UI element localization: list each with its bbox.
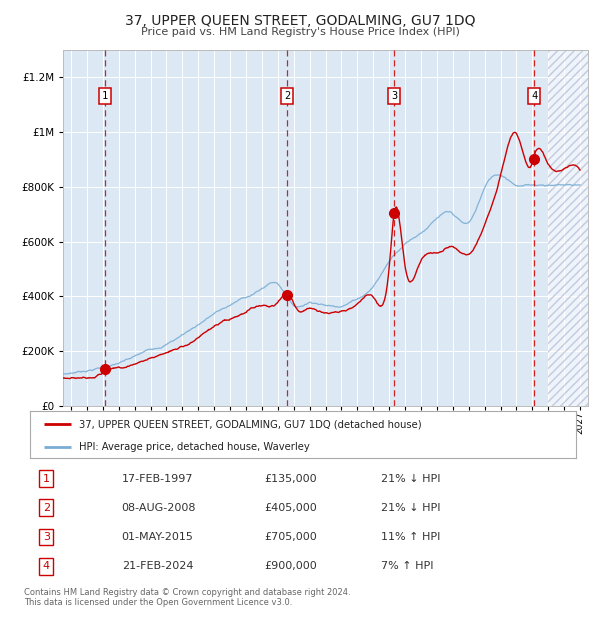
Text: 1: 1 [43,474,50,484]
Bar [548,50,588,406]
Text: £135,000: £135,000 [264,474,317,484]
Text: 7% ↑ HPI: 7% ↑ HPI [381,561,434,571]
Text: 08-AUG-2008: 08-AUG-2008 [122,503,196,513]
Text: 2: 2 [43,503,50,513]
Text: £705,000: £705,000 [264,532,317,542]
Text: 4: 4 [43,561,50,571]
Text: 17-FEB-1997: 17-FEB-1997 [122,474,193,484]
Text: 21-FEB-2024: 21-FEB-2024 [122,561,193,571]
Text: 01-MAY-2015: 01-MAY-2015 [122,532,194,542]
Text: 21% ↓ HPI: 21% ↓ HPI [381,474,440,484]
Text: 37, UPPER QUEEN STREET, GODALMING, GU7 1DQ (detached house): 37, UPPER QUEEN STREET, GODALMING, GU7 1… [79,419,422,429]
Text: Contains HM Land Registry data © Crown copyright and database right 2024.
This d: Contains HM Land Registry data © Crown c… [24,588,350,607]
Text: 11% ↑ HPI: 11% ↑ HPI [381,532,440,542]
Text: 3: 3 [43,532,50,542]
Text: 4: 4 [531,91,538,101]
Text: 1: 1 [101,91,108,101]
Text: 37, UPPER QUEEN STREET, GODALMING, GU7 1DQ: 37, UPPER QUEEN STREET, GODALMING, GU7 1… [125,14,475,28]
Text: £405,000: £405,000 [264,503,317,513]
Text: Price paid vs. HM Land Registry's House Price Index (HPI): Price paid vs. HM Land Registry's House … [140,27,460,37]
Text: HPI: Average price, detached house, Waverley: HPI: Average price, detached house, Wave… [79,442,310,453]
Text: 21% ↓ HPI: 21% ↓ HPI [381,503,440,513]
Text: £900,000: £900,000 [264,561,317,571]
Text: 3: 3 [391,91,398,101]
Text: 2: 2 [284,91,290,101]
Bar [548,50,588,406]
